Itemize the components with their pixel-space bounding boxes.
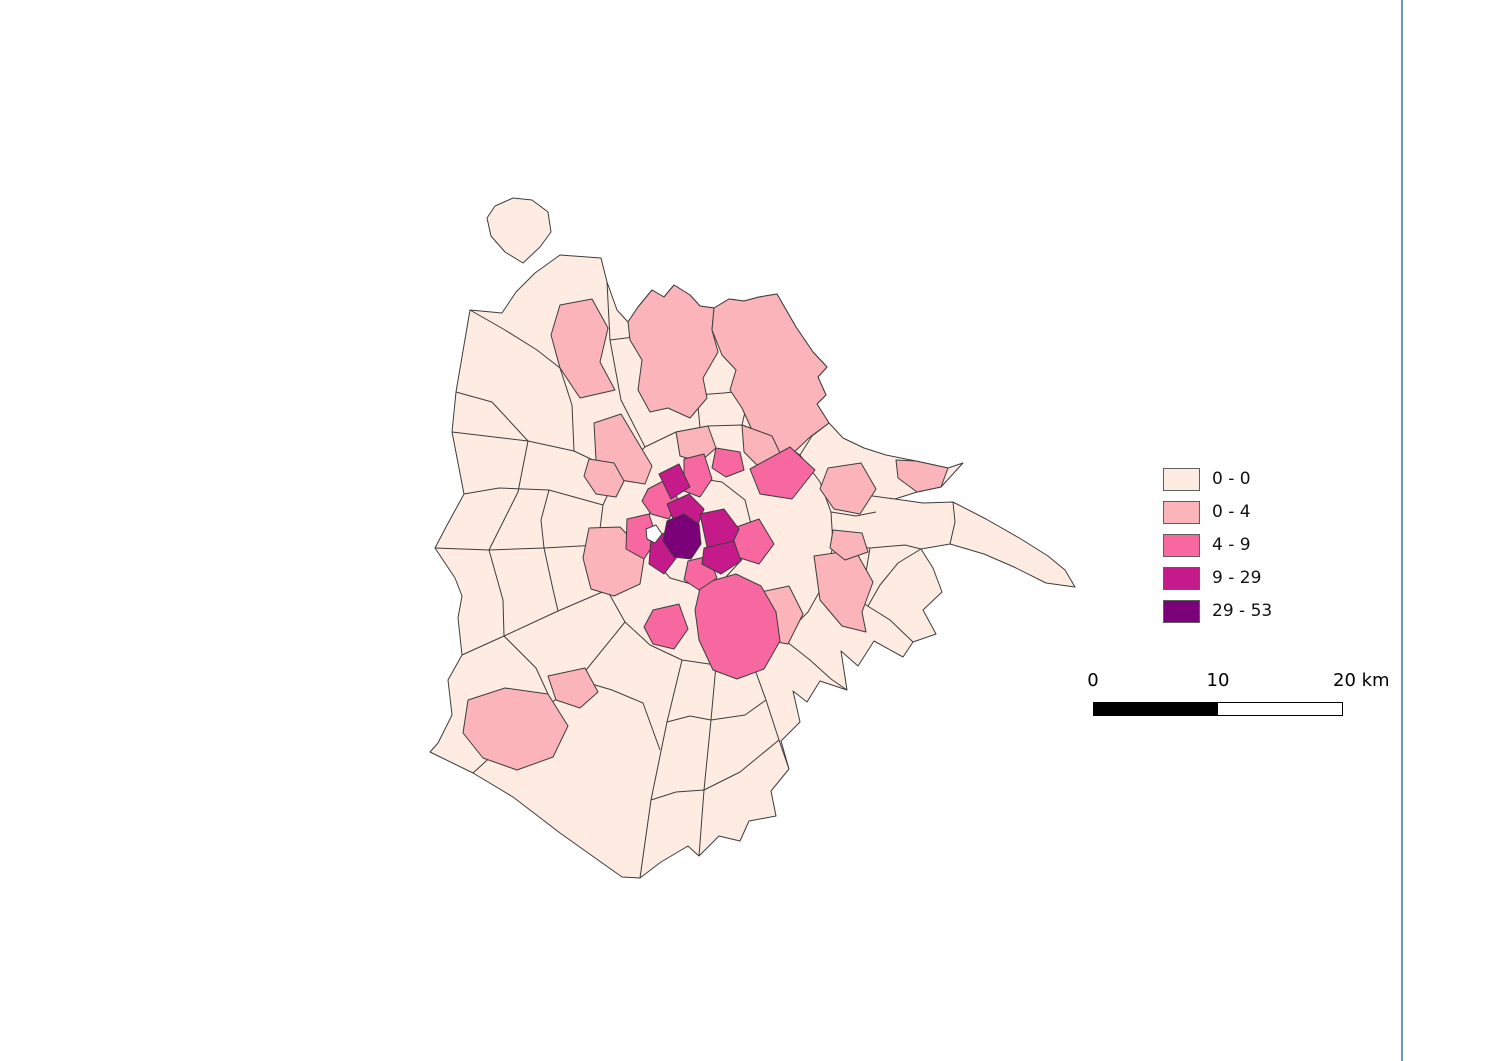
district-boundary-line-36 — [830, 511, 877, 517]
district-boundary-line-29 — [650, 789, 705, 801]
district-boundary-line-14 — [434, 544, 599, 551]
district-base-1 — [486, 197, 552, 264]
legend-swatch — [1163, 534, 1200, 557]
legend-label: 0 - 0 — [1212, 469, 1251, 489]
district-boundary-line-11 — [639, 659, 683, 879]
scalebar-label-mid: 10 — [1206, 670, 1230, 691]
district-zone-28 — [658, 463, 691, 500]
district-zone-29 — [662, 513, 702, 560]
district-boundary-line-32 — [577, 679, 661, 751]
district-zone-9 — [462, 687, 569, 771]
legend-item-1: 0 - 4 — [1163, 501, 1272, 524]
district-zone-25 — [699, 508, 740, 552]
district-boundary-line-20 — [503, 635, 549, 695]
district-zone-0 — [627, 284, 719, 419]
legend-label: 29 - 53 — [1212, 601, 1273, 621]
district-boundary-line-33 — [455, 391, 529, 442]
district-boundary-line-27 — [666, 715, 712, 723]
district-boundary-line-23 — [559, 367, 575, 452]
district-zone-19 — [749, 446, 816, 500]
district-boundary-line-19 — [488, 549, 505, 637]
map-legend: 0 - 0 0 - 4 4 - 9 9 - 29 29 - 53 — [1163, 468, 1272, 633]
district-boundary-line-30 — [543, 547, 559, 612]
district-boundary-line-17 — [606, 281, 646, 448]
district-boundary-line-31 — [540, 489, 550, 549]
legend-label: 4 - 9 — [1212, 535, 1251, 555]
scalebar-label-zero: 0 — [1087, 670, 1099, 691]
legend-label: 0 - 4 — [1212, 502, 1251, 522]
scalebar-label-end: 20 km — [1333, 670, 1390, 691]
district-zone-6 — [819, 462, 877, 515]
district-zone-8 — [895, 459, 949, 493]
district-boundary-line-18 — [488, 440, 529, 551]
scalebar-bar — [1093, 702, 1343, 716]
district-zone-2 — [550, 298, 616, 399]
legend-label: 9 - 29 — [1212, 568, 1262, 588]
district-zone-14 — [829, 529, 869, 561]
legend-item-4: 29 - 53 — [1163, 600, 1272, 623]
legend-swatch — [1163, 468, 1200, 491]
legend-swatch — [1163, 567, 1200, 590]
legend-swatch — [1163, 600, 1200, 623]
district-boundary-line-13 — [461, 589, 608, 656]
legend-item-2: 4 - 9 — [1163, 534, 1272, 557]
district-boundary-line-34 — [469, 309, 561, 369]
district-boundary-line-28 — [703, 739, 780, 791]
scalebar-filled-segment — [1094, 703, 1218, 715]
district-zone-10 — [547, 667, 599, 709]
district-zone-26 — [701, 540, 742, 575]
district-boundary-line-15 — [463, 487, 604, 506]
district-zone-12 — [675, 425, 717, 463]
legend-swatch — [1163, 501, 1200, 524]
district-zone-4 — [583, 458, 625, 498]
district-boundary-line-10 — [698, 664, 717, 857]
district-boundary-line-25 — [949, 501, 956, 545]
district-boundary-line-9 — [749, 655, 790, 770]
legend-item-0: 0 - 0 — [1163, 468, 1272, 491]
district-zone-23 — [711, 447, 745, 478]
district-zone-1 — [711, 293, 830, 459]
district-boundary-line-8 — [781, 637, 848, 691]
district-zone-15 — [694, 573, 781, 680]
district-boundary-line-35 — [867, 548, 922, 607]
legend-item-3: 9 - 29 — [1163, 567, 1272, 590]
district-boundary-line-0 — [597, 424, 834, 666]
district-boundary-line-37 — [710, 699, 767, 721]
pane-divider — [1401, 0, 1403, 1061]
district-zone-16 — [643, 603, 689, 650]
district-zone-30 — [645, 524, 663, 544]
